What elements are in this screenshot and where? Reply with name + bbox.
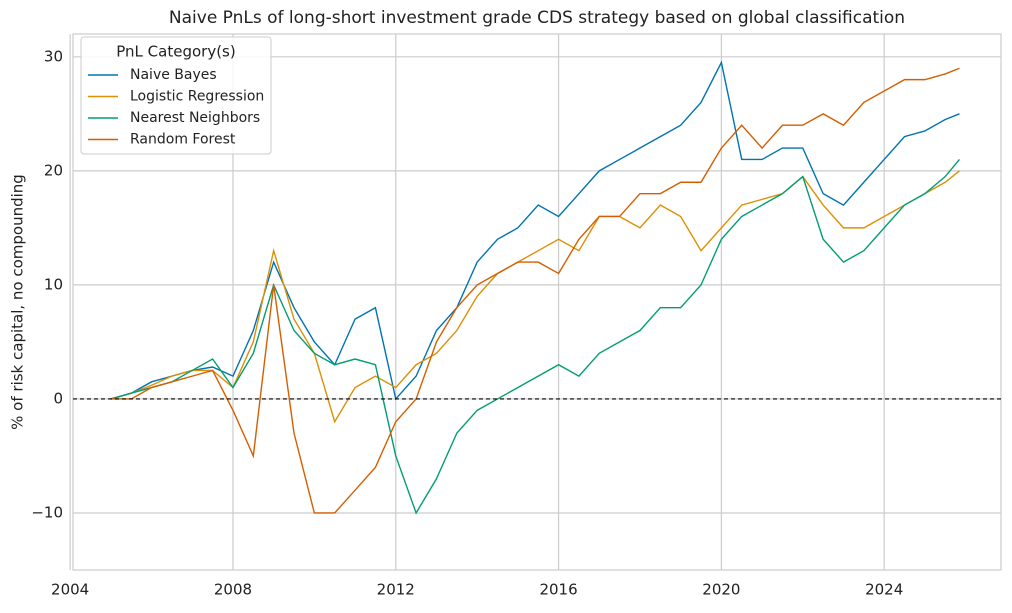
chart-title: Naive PnLs of long-short investment grad… — [169, 8, 905, 28]
legend-label: Random Forest — [130, 132, 236, 148]
series-line — [110, 158, 961, 515]
legend-box — [80, 36, 272, 155]
x-tick-label: 2012 — [377, 581, 415, 599]
y-tick-label: 10 — [44, 275, 63, 293]
legend-label: Logistic Regression — [130, 89, 264, 105]
legend-title: PnL Category(s) — [116, 43, 235, 61]
series-line — [110, 67, 960, 514]
y-tick-label: 30 — [44, 47, 63, 65]
x-tick-label: 2008 — [214, 581, 252, 599]
series-line — [110, 60, 960, 401]
y-tick-label: −10 — [31, 503, 63, 521]
y-tick-label: 20 — [44, 161, 63, 179]
x-tick-label: 2004 — [51, 581, 89, 599]
y-axis-label: % of risk capital, no compounding — [9, 174, 27, 430]
x-tick-label: 2024 — [865, 581, 903, 599]
y-tick-label: 0 — [53, 389, 63, 407]
series-line — [110, 170, 960, 424]
x-tick-label: 2020 — [702, 581, 740, 599]
x-tick-label: 2016 — [539, 581, 577, 599]
legend-label: Naive Bayes — [130, 67, 217, 83]
plot-frame — [72, 33, 1002, 571]
legend-label: Nearest Neighbors — [130, 110, 260, 126]
